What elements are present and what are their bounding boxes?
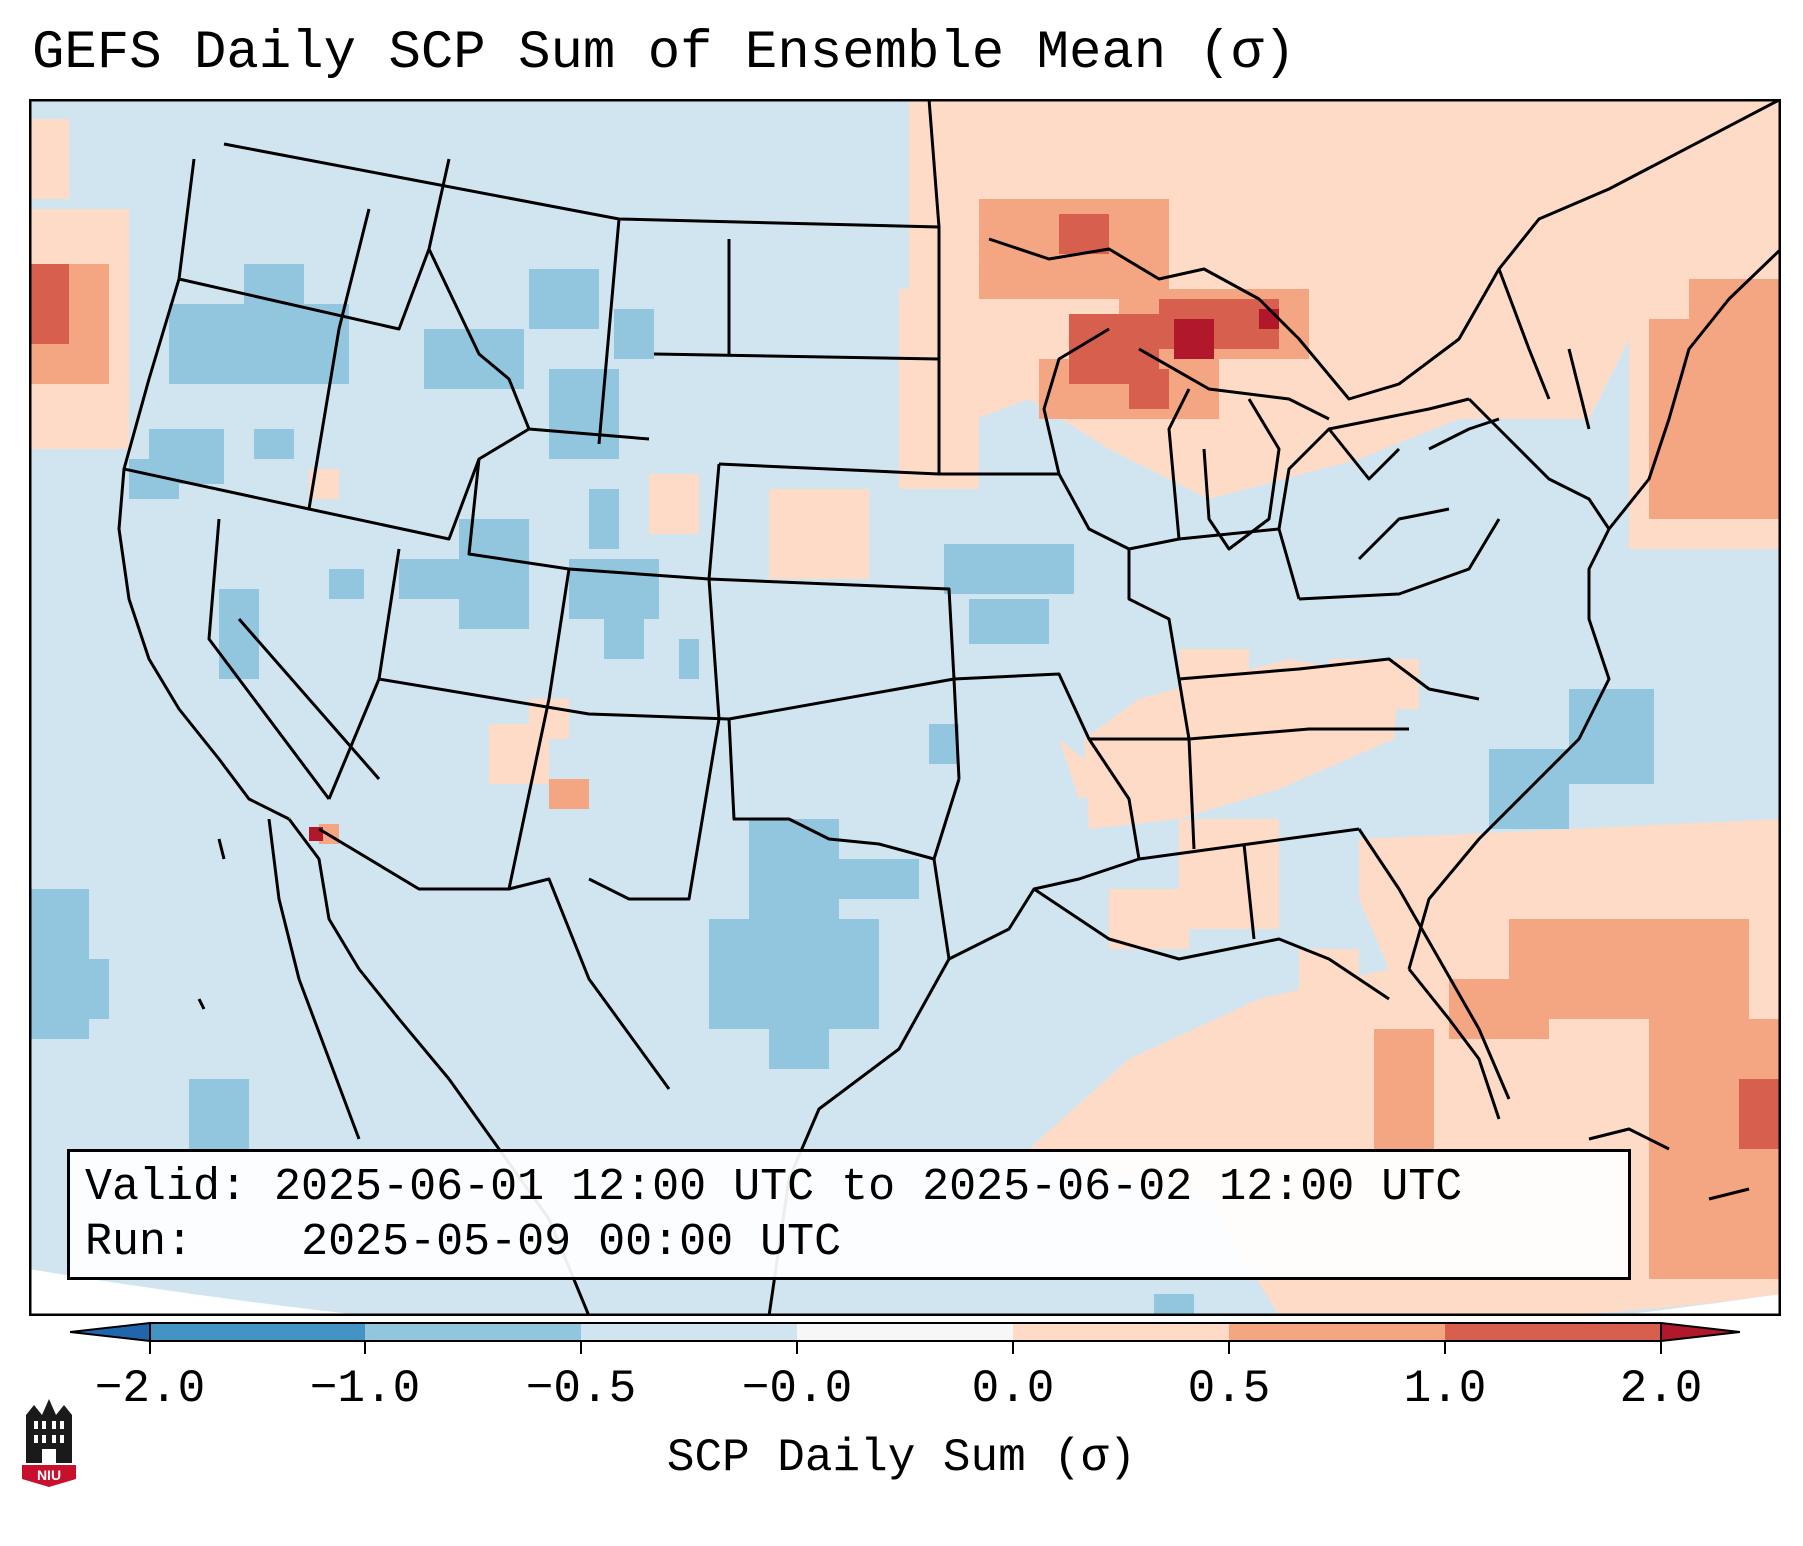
colorbar-extend-low <box>70 1321 151 1343</box>
colorbar-tick-label: −1.0 <box>309 1363 421 1415</box>
valid-label: Valid: <box>85 1162 248 1213</box>
map-panel[interactable] <box>29 99 1781 1316</box>
negative-anomaly-regions <box>29 264 1654 1316</box>
map-title: GEFS Daily SCP Sum of Ensemble Mean (σ) <box>32 23 1296 84</box>
colorbar-tick-label: 1.0 <box>1403 1363 1487 1415</box>
state-boundaries <box>117 99 1781 1316</box>
colorbar-segment-6 <box>1229 1323 1445 1341</box>
colorbar-extend-high <box>1660 1321 1740 1343</box>
logo-text: NIU <box>37 1467 61 1483</box>
colorbar-tick-label: 0.0 <box>971 1363 1055 1415</box>
valid-run-info-box: Valid: 2025-06-01 12:00 UTC to 2025-06-0… <box>67 1149 1631 1280</box>
colorbar-segment-3 <box>581 1323 797 1341</box>
colorbar-segment-4 <box>797 1323 1013 1341</box>
colorbar <box>70 1321 1740 1354</box>
university-tower-icon: NIU <box>22 1399 76 1487</box>
run-value: 2025-05-09 00:00 UTC <box>301 1217 842 1268</box>
colorbar-tick-label: −0.0 <box>741 1363 853 1415</box>
colorbar-segment-7 <box>1445 1323 1661 1341</box>
colorbar-segment-1 <box>150 1323 365 1341</box>
colorbar-tick-label: 0.5 <box>1187 1363 1271 1415</box>
scp-map[interactable] <box>29 99 1781 1316</box>
colorbar-segment-5 <box>1013 1323 1229 1341</box>
colorbar-tick-label: −2.0 <box>94 1363 206 1415</box>
colorbar-tick-label: 2.0 <box>1619 1363 1703 1415</box>
valid-value: 2025-06-01 12:00 UTC to 2025-06-02 12:00… <box>274 1162 1463 1213</box>
colorbar-segment-2 <box>365 1323 581 1341</box>
valid-row: Valid: 2025-06-01 12:00 UTC to 2025-06-0… <box>85 1160 1628 1215</box>
run-row: Run: 2025-05-09 00:00 UTC <box>85 1215 1628 1270</box>
colorbar-tick-label: −0.5 <box>525 1363 637 1415</box>
colorbar-label: SCP Daily Sum (σ) <box>666 1432 1137 1484</box>
run-label: Run: <box>85 1217 194 1268</box>
